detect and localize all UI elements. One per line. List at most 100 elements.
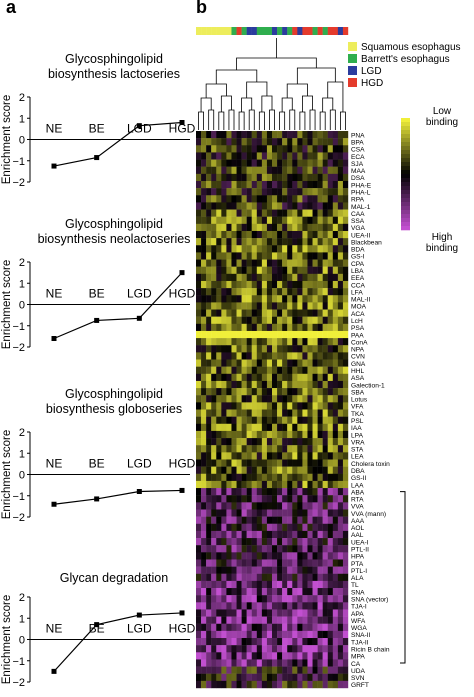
heatmap-cell xyxy=(231,466,237,474)
heatmap-cell xyxy=(312,623,318,632)
heatmap-cell xyxy=(277,552,283,560)
heatmap-cell xyxy=(272,580,278,589)
heatmap-cell xyxy=(277,573,283,582)
heatmap-cell xyxy=(261,338,268,346)
legend-item-lgd: LGD xyxy=(348,66,382,77)
heatmap-cell xyxy=(307,559,313,567)
heatmap-cell xyxy=(201,380,207,389)
color-scale-step xyxy=(401,138,410,143)
heatmap-cell xyxy=(282,280,288,289)
y-tick-label: 0 xyxy=(19,470,25,482)
heatmap-cell xyxy=(251,445,257,453)
heatmap-cell xyxy=(206,502,212,510)
heatmap-cell xyxy=(327,316,333,325)
heatmap-cell xyxy=(206,580,212,589)
heatmap-cell xyxy=(312,352,318,360)
heatmap-cell xyxy=(292,316,298,325)
heatmap-cell xyxy=(266,259,273,267)
heatmap-cell xyxy=(216,559,222,567)
heatmap-cell xyxy=(327,466,333,474)
heatmap-cell xyxy=(292,559,298,567)
heatmap-cell xyxy=(332,588,339,596)
heatmap-cell xyxy=(287,295,293,303)
heatmap-cell xyxy=(302,288,308,296)
heatmap-cell xyxy=(297,216,303,225)
heatmap-cell xyxy=(236,395,242,403)
heatmap-cell xyxy=(302,438,308,446)
heatmap-cell xyxy=(266,530,273,539)
heatmap-cell xyxy=(236,188,242,196)
heatmap-cell xyxy=(221,388,227,396)
heatmap-cell xyxy=(221,309,227,317)
heatmap-cell xyxy=(337,366,344,374)
heatmap-cell xyxy=(236,280,242,289)
heatmap-cell xyxy=(277,138,283,146)
heatmap-cell xyxy=(297,380,303,389)
row-label: SNA-II xyxy=(351,632,371,639)
heatmap-cell xyxy=(196,459,202,467)
heatmap-cell xyxy=(332,323,339,332)
row-label: VFA xyxy=(351,404,364,411)
heatmap-cell xyxy=(211,480,217,489)
heatmap-cell xyxy=(287,330,293,339)
heatmap-cell xyxy=(302,602,308,610)
heatmap-cell xyxy=(292,252,298,260)
heatmap-cell xyxy=(322,609,328,617)
heatmap-cell xyxy=(256,152,263,160)
heatmap-cell xyxy=(342,266,349,275)
heatmap-cell xyxy=(272,323,278,332)
heatmap-cell xyxy=(246,338,252,346)
row-label: PTL-I xyxy=(351,568,367,575)
heatmap-cell xyxy=(211,509,217,517)
heatmap-cell xyxy=(256,330,263,339)
heatmap-cell xyxy=(216,159,222,167)
heatmap-cell xyxy=(287,238,293,246)
y-tick-label: −1 xyxy=(12,156,25,168)
row-label: AOL xyxy=(351,525,365,532)
x-category-label: HGD xyxy=(169,622,196,636)
heatmap-cell xyxy=(292,188,298,196)
heatmap-cell xyxy=(332,259,339,267)
heatmap-cell xyxy=(277,209,283,217)
heatmap-cell xyxy=(206,273,212,282)
heatmap-cell xyxy=(226,223,232,232)
heatmap-cell xyxy=(251,152,257,160)
heatmap-cell xyxy=(297,680,303,689)
heatmap-cell xyxy=(337,352,344,360)
dendrogram-link xyxy=(269,109,275,130)
heatmap-cell xyxy=(246,552,252,560)
heatmap-cell xyxy=(292,223,298,232)
heatmap-cell xyxy=(312,445,318,453)
heatmap-cell xyxy=(226,180,232,189)
heatmap-cell xyxy=(201,602,207,610)
heatmap-cell xyxy=(317,573,323,582)
heatmap-cell xyxy=(327,188,333,196)
heatmap-cell xyxy=(196,430,202,439)
heatmap-cell xyxy=(251,523,257,532)
dendrogram-link xyxy=(289,109,296,130)
heatmap-cell xyxy=(241,252,247,260)
heatmap-cell xyxy=(241,309,247,317)
heatmap-cell xyxy=(342,309,349,317)
heatmap-cell xyxy=(287,152,293,160)
heatmap-cell xyxy=(261,552,268,560)
heatmap-cell xyxy=(251,238,257,246)
heatmap-cell xyxy=(317,445,323,453)
heatmap-cell xyxy=(206,416,212,424)
heatmap-cell xyxy=(216,495,222,503)
heatmap-cell xyxy=(216,216,222,225)
heatmap-cell xyxy=(266,173,273,182)
heatmap-cell xyxy=(272,245,278,253)
heatmap-cell xyxy=(332,273,339,282)
heatmap-cell xyxy=(206,330,212,339)
heatmap-cell xyxy=(282,338,288,346)
row-label: AAA xyxy=(351,518,365,525)
heatmap-cell xyxy=(216,266,222,275)
heatmap-cell xyxy=(287,659,293,667)
heatmap-cell xyxy=(307,131,313,139)
heatmap-cell xyxy=(236,180,242,189)
heatmap-cell xyxy=(256,502,263,510)
heatmap-cell xyxy=(327,609,333,617)
heatmap-cell xyxy=(322,252,328,260)
data-point xyxy=(94,155,100,161)
